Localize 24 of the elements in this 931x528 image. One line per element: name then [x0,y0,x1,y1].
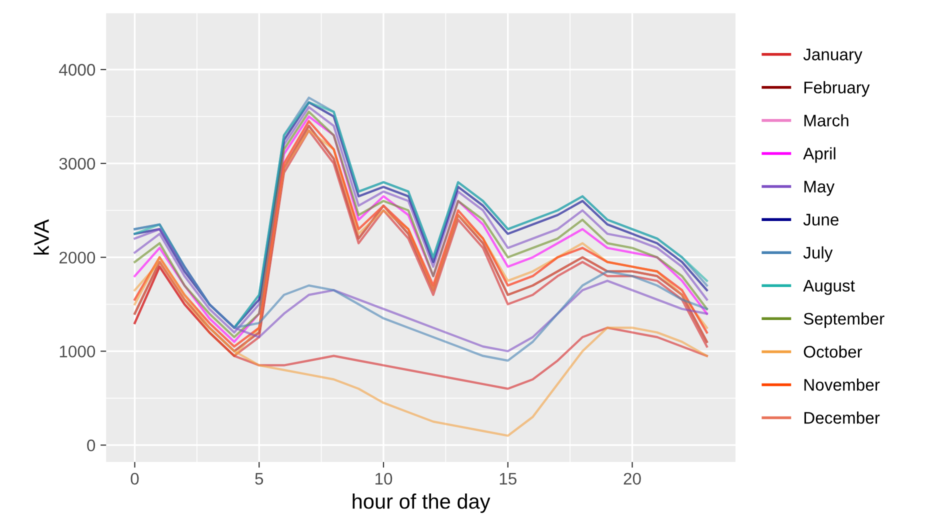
y-tick-label: 4000 [59,64,96,76]
y-tick-label: 0 [87,440,96,452]
y-tick-label: 3000 [59,158,96,170]
legend-label: June [803,214,838,226]
x-axis-title: hour of the day [352,494,490,513]
legend-label: July [803,246,833,262]
x-tick-label: 15 [500,473,516,485]
legend-label: August [803,280,855,295]
legend-label: December [804,412,880,424]
legend-label: April [803,147,836,163]
legend-label: March [804,114,848,126]
legend-label: January [803,48,862,64]
legend-label: February [804,81,870,97]
legend-label: May [804,180,835,196]
x-tick-label: 10 [376,472,392,485]
x-tick-label: 5 [255,473,264,485]
x-tick-label: 20 [624,472,641,485]
y-tick-label: 2000 [59,252,96,264]
y-axis-title: kVA [34,219,49,255]
legend-label: November [804,378,880,391]
x-tick-label: 0 [130,472,139,485]
legend-label: October [804,345,862,358]
legend-label: September [804,312,884,328]
y-tick-label: 1000 [60,346,96,358]
